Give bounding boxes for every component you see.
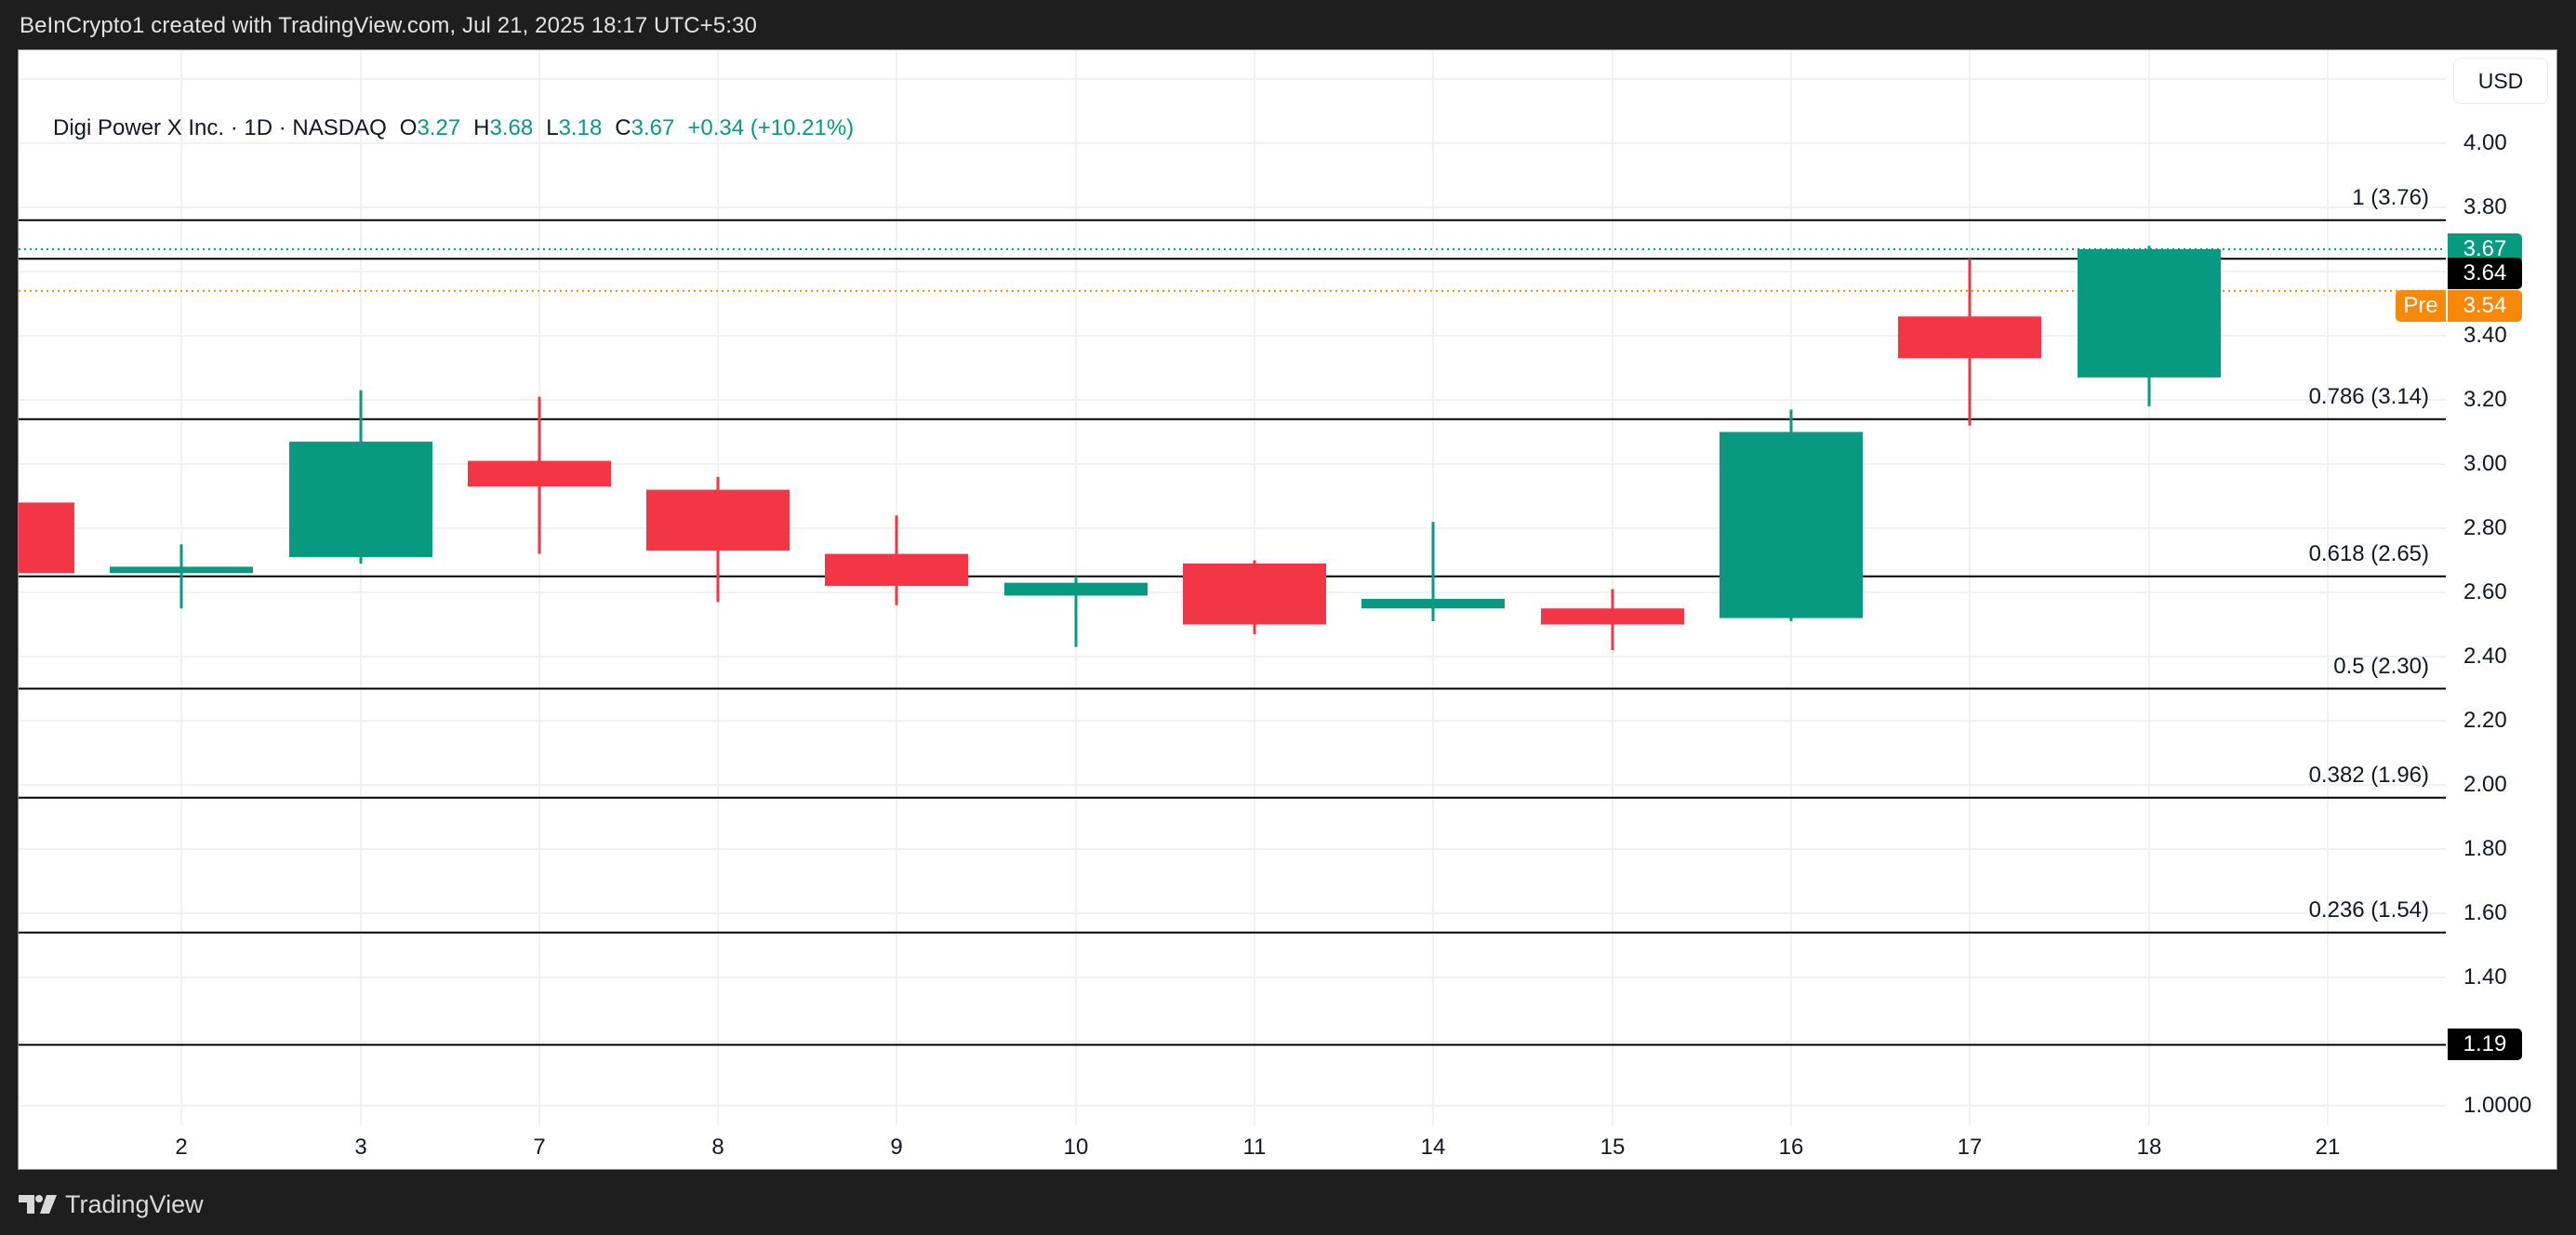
candle-bullish[interactable] (1361, 598, 1505, 609)
candle-bullish[interactable] (2078, 248, 2221, 378)
fib-level-label: 0.618 (2.65) (2308, 540, 2429, 566)
close-value: 3.67 (631, 115, 675, 140)
low-value: 3.18 (558, 115, 603, 140)
price-axis-tick: 3.80 (2463, 194, 2507, 219)
time-axis-tick: 7 (533, 1135, 546, 1160)
open-label: O (399, 115, 418, 140)
tradingview-logo-icon (19, 1194, 57, 1214)
close-label: C (615, 115, 631, 140)
candle-bullish[interactable] (110, 566, 253, 574)
chart-attribution: BeInCrypto1 created with TradingView.com… (20, 13, 757, 38)
support-line-badge: 1.19 (2448, 1029, 2522, 1061)
change-value: +0.34 (+10.21%) (687, 115, 855, 140)
time-axis-tick: 9 (890, 1135, 903, 1160)
symbol-legend: Digi Power X Inc. · 1D · NASDAQ O3.27 H3.6… (53, 115, 854, 141)
price-axis-tick: 3.00 (2463, 451, 2507, 476)
price-axis-tick: 1.40 (2463, 964, 2507, 989)
low-label: L (546, 115, 559, 140)
time-axis-tick: 15 (1600, 1135, 1626, 1160)
candle-bearish[interactable] (1898, 316, 2041, 359)
candle-bullish[interactable] (289, 441, 432, 558)
fib-level-label: 0.382 (1.96) (2308, 762, 2429, 788)
price-axis-tick: 2.60 (2463, 579, 2507, 604)
price-axis-tick: 2.40 (2463, 644, 2507, 669)
line-price-badge: 3.64 (2448, 258, 2522, 290)
candle-bearish[interactable] (19, 502, 74, 574)
price-axis-tick: 3.20 (2463, 387, 2507, 412)
time-axis-tick: 8 (711, 1135, 724, 1160)
chart-panel[interactable]: Digi Power X Inc. · 1D · NASDAQ O3.27 H3.6… (19, 50, 2556, 1169)
high-value: 3.68 (489, 115, 534, 140)
candle-bearish[interactable] (1183, 563, 1326, 625)
open-value: 3.27 (417, 115, 461, 140)
time-axis-tick: 18 (2136, 1135, 2162, 1160)
price-axis-tick: 2.20 (2463, 708, 2507, 733)
fib-level-label: 0.786 (3.14) (2308, 383, 2429, 409)
candle-bullish[interactable] (1004, 582, 1148, 596)
footer-branding: TradingView (19, 1190, 204, 1219)
candlestick-plot[interactable] (19, 50, 2556, 1169)
candle-bearish[interactable] (646, 489, 790, 551)
candle-bearish[interactable] (468, 460, 611, 487)
time-axis-tick: 17 (1957, 1135, 1983, 1160)
fib-level-label: 0.236 (1.54) (2308, 896, 2429, 923)
candle-bearish[interactable] (1541, 608, 1684, 625)
price-axis-tick: 1.60 (2463, 900, 2507, 925)
tradingview-brand: TradingView (65, 1190, 204, 1218)
time-axis-tick: 11 (1242, 1135, 1267, 1160)
high-label: H (473, 115, 490, 140)
fib-level-label: 1 (3.76) (2352, 184, 2429, 210)
time-axis-tick: 3 (354, 1135, 367, 1160)
candle-bullish[interactable] (1720, 432, 1863, 618)
price-axis-tick: 4.00 (2463, 130, 2507, 155)
premarket-price-badge: 3.54 (2448, 289, 2522, 322)
symbol-title[interactable]: Digi Power X Inc. · 1D · NASDAQ (53, 115, 387, 140)
candle-bearish[interactable] (825, 553, 968, 587)
time-axis-tick: 10 (1063, 1135, 1089, 1160)
price-axis-tick: 2.80 (2463, 515, 2507, 540)
price-axis-tick: 1.80 (2463, 836, 2507, 861)
time-axis-tick: 21 (2315, 1135, 2341, 1160)
time-axis-tick: 2 (175, 1135, 188, 1160)
premarket-tag: Pre (2396, 289, 2446, 322)
time-axis-tick: 14 (1420, 1135, 1446, 1160)
fib-level-label: 0.5 (2.30) (2333, 653, 2429, 679)
price-axis-tick: 1.0000 (2463, 1093, 2532, 1118)
time-axis-tick: 16 (1778, 1135, 1804, 1160)
currency-button[interactable]: USD (2453, 58, 2548, 104)
price-axis-tick: 2.00 (2463, 772, 2507, 797)
price-axis-tick: 3.40 (2463, 323, 2507, 348)
